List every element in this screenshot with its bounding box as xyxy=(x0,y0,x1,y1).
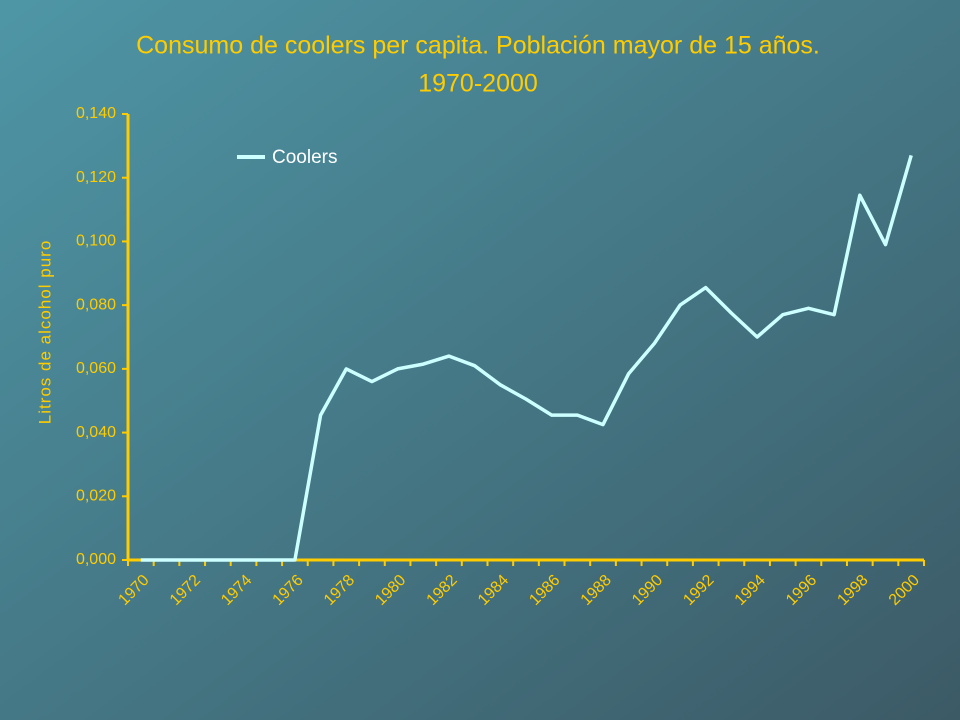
y-tick-label: 0,060 xyxy=(76,360,116,377)
y-tick-label: 0,040 xyxy=(76,424,116,441)
y-axis-label: Litros de alcohol puro xyxy=(35,240,54,425)
y-tick-label: 0,020 xyxy=(76,488,116,505)
data-line xyxy=(140,154,913,562)
legend-label: Coolers xyxy=(272,147,337,168)
y-tick-label: 0,000 xyxy=(76,551,116,568)
chart-title: Consumo de coolers per capita. Población… xyxy=(136,32,820,60)
y-tick-label: 0,080 xyxy=(76,296,116,313)
y-tick-label: 0,100 xyxy=(76,233,116,250)
y-tick-label: 0,120 xyxy=(76,169,116,186)
y-tick-label: 0,140 xyxy=(76,105,116,122)
chart-subtitle: 1970-2000 xyxy=(418,70,538,98)
